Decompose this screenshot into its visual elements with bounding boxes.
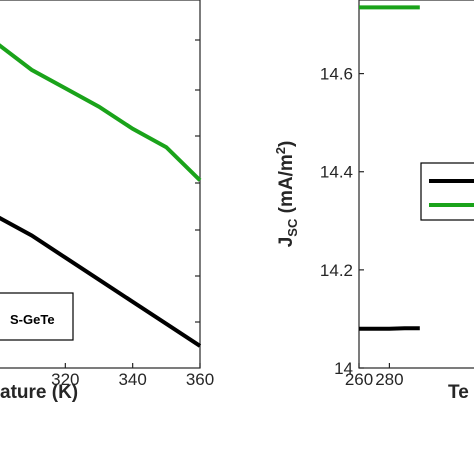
left-legend-box <box>0 292 74 341</box>
left-series-line-0 <box>0 43 202 182</box>
left-x-axis-label: ature (K) <box>0 382 78 403</box>
right-plot-frame <box>358 0 474 369</box>
left-plot-frame <box>0 0 201 369</box>
right-ytick-label-0: 14 <box>334 359 353 378</box>
right-ytick-label-1: 14.2 <box>320 261 353 280</box>
right-x-axis-label: Te <box>448 382 469 403</box>
left-series-group <box>0 43 202 348</box>
right-xtick-label-0: 260 <box>345 370 373 389</box>
right-yticks: 14 14.2 14.4 14.6 <box>320 65 364 378</box>
left-legend: S-GeTe <box>0 292 74 341</box>
left-legend-label: S-GeTe <box>10 312 55 327</box>
right-ytick-label-2: 14.4 <box>320 163 353 182</box>
right-panel: 14 14.2 14.4 14.6 260 280 Te JSC (mA/m2) <box>273 0 474 403</box>
right-y-axis-label: JSC (mA/m2) <box>273 141 300 248</box>
left-xticks: 320 340 360 <box>51 39 214 389</box>
right-legend <box>420 162 474 221</box>
right-xtick-label-1: 280 <box>375 370 403 389</box>
left-series-line-1 <box>0 215 202 348</box>
right-legend-box <box>420 162 474 221</box>
left-xtick-label-0: 320 <box>51 370 79 389</box>
left-panel: 320 340 360 ature (K) S-GeTe <box>0 0 214 403</box>
right-ytick-label-3: 14.6 <box>320 65 353 84</box>
left-xtick-label-2: 360 <box>186 370 214 389</box>
right-series-group <box>359 5 420 331</box>
left-xtick-label-1: 340 <box>118 370 146 389</box>
right-xticks: 260 280 <box>345 363 404 389</box>
